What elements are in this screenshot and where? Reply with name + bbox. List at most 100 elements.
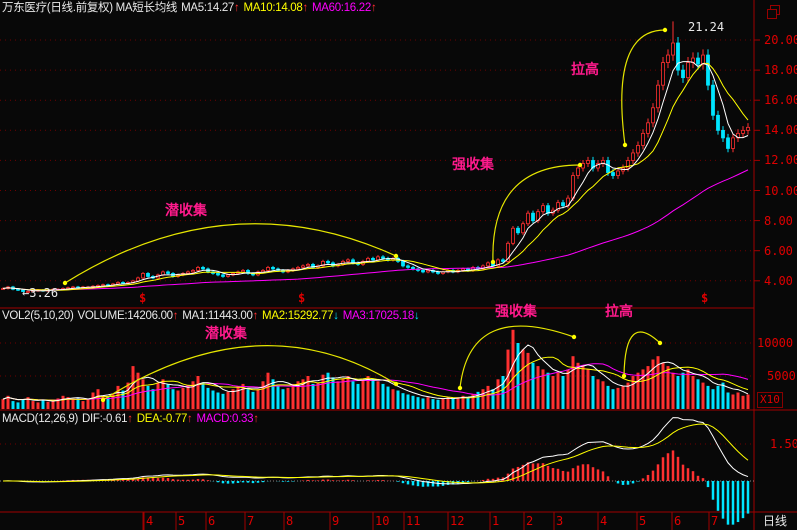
volume-bar — [1, 399, 5, 409]
volume-bar — [121, 390, 125, 409]
up-arrow-icon: ↑ — [127, 413, 133, 425]
candle-body — [546, 205, 550, 214]
volume-bar — [731, 394, 735, 409]
candle-body — [711, 84, 715, 116]
candle-body — [616, 170, 620, 176]
volume-bar — [266, 372, 270, 409]
time-tick: 3 — [556, 514, 564, 528]
volume-bar — [676, 376, 680, 409]
volume-bar — [241, 383, 245, 409]
volume-bar — [46, 401, 50, 409]
volume-bar — [181, 387, 185, 409]
volume-bar — [686, 369, 690, 409]
macd-tick: 1.50 — [770, 437, 797, 451]
annotation-curve — [492, 164, 581, 263]
volume-bar — [411, 395, 415, 409]
candle-body — [501, 259, 505, 262]
price-tick: 12.00 — [764, 153, 797, 168]
candle-body — [606, 160, 610, 173]
volume-bar — [456, 397, 460, 409]
volume-bar — [51, 399, 55, 409]
annotation-dot — [457, 385, 463, 391]
volume-bar — [76, 397, 80, 409]
volume-bar — [291, 383, 295, 409]
restore-window-icon[interactable] — [767, 5, 780, 19]
candle-body — [166, 271, 170, 274]
candle-body — [146, 273, 150, 277]
candle-body — [141, 273, 145, 279]
up-arrow-icon: ↑ — [172, 310, 179, 322]
candle-body — [576, 167, 580, 176]
time-tick: 7 — [247, 514, 255, 528]
volume-bar — [236, 386, 240, 409]
volume-bar — [716, 385, 720, 409]
vol-annotation-markup: 拉高 — [605, 304, 633, 320]
volume-bar — [736, 392, 740, 409]
volume-bar — [281, 389, 285, 409]
volume-bar — [561, 376, 565, 409]
volume-bar — [171, 389, 175, 409]
vol-annotation-strong-accumulation: 强收集 — [495, 304, 537, 320]
volume-bar — [436, 399, 440, 409]
marker-dollar: $ — [139, 291, 147, 305]
dea-line — [2, 423, 749, 484]
volume-bar — [221, 393, 225, 409]
volume-bar — [571, 356, 575, 409]
volume-bar — [586, 369, 590, 409]
period-label[interactable]: 日线 — [763, 514, 788, 528]
dif-value: DIF:-0.61 — [82, 413, 128, 425]
volume-bar — [601, 381, 605, 409]
volume-bar — [641, 369, 645, 409]
candle-body — [611, 172, 615, 176]
volume-bar — [621, 385, 625, 409]
volume-bar — [481, 389, 485, 409]
price-tick: 6.00 — [764, 243, 793, 258]
time-tick: 8 — [286, 514, 294, 528]
candle-body — [561, 202, 565, 207]
volume-bar — [56, 398, 60, 409]
volume-bar — [471, 394, 475, 409]
volume-bar — [61, 395, 65, 409]
volume-bar — [446, 397, 450, 409]
volume-bar — [261, 381, 265, 409]
volume-bar — [726, 392, 730, 409]
time-tick: 4 — [600, 514, 608, 528]
candle-body — [221, 274, 225, 277]
volume-bar — [431, 399, 435, 409]
volume-bar — [346, 376, 350, 409]
volume-bar — [26, 397, 30, 409]
volume-bar — [581, 366, 585, 409]
annotation-dot — [657, 340, 663, 346]
volume-bar — [161, 379, 165, 409]
annotation-dot — [662, 27, 668, 33]
volume-bar — [541, 369, 545, 409]
ma60-line — [2, 169, 749, 291]
candle-body — [496, 259, 500, 267]
down-arrow-icon: ↓ — [333, 310, 339, 322]
volume-bar — [636, 372, 640, 409]
volume-tick: 10000 — [757, 336, 794, 350]
volume-bar — [721, 382, 725, 409]
volume-bar — [451, 398, 455, 409]
candle-body — [326, 260, 330, 264]
candle-body — [651, 107, 655, 124]
time-tick: 4 — [146, 514, 154, 528]
candle-body — [401, 260, 405, 267]
up-arrow-icon: ↑ — [252, 310, 259, 322]
candle-body — [226, 274, 230, 277]
volume-header: VOL2(5,10,20) VOLUME:14206.00↑ MA1:11443.0… — [2, 310, 423, 323]
candle-body — [201, 267, 205, 270]
time-tick: 5 — [639, 514, 647, 528]
volume-bar — [31, 401, 35, 409]
volume-bar — [296, 381, 300, 409]
candle-body — [721, 129, 725, 139]
volume-bar — [231, 389, 235, 409]
time-tick: 7 — [711, 514, 719, 528]
candle-body — [426, 270, 430, 273]
macd-title: MACD(12,26,9) — [2, 413, 78, 425]
candle-body — [701, 54, 705, 65]
volume-bar — [556, 372, 560, 409]
volume-bar — [631, 376, 635, 409]
volume-bar — [226, 391, 230, 409]
